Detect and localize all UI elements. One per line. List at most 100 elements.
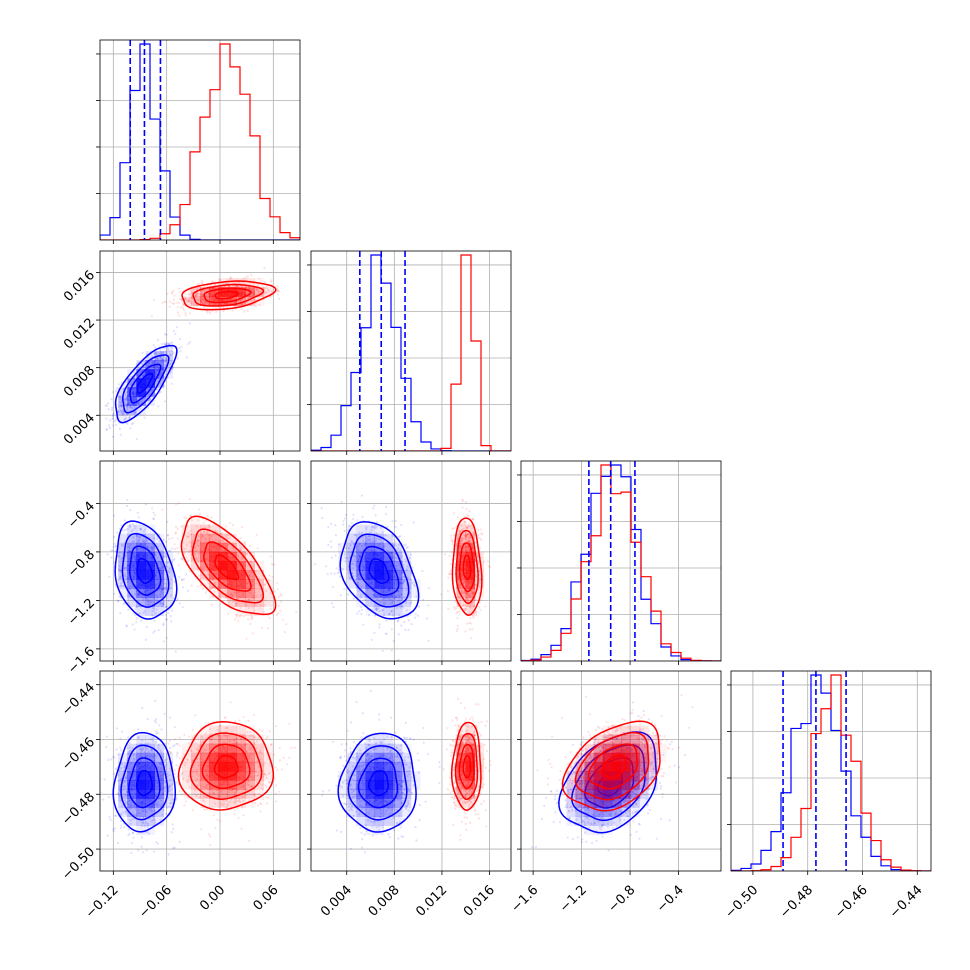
scatter-point	[246, 296, 249, 299]
scatter-point	[179, 306, 182, 309]
density-cell	[474, 570, 485, 580]
scatter-point	[230, 277, 233, 280]
scatter-point	[198, 508, 201, 511]
scatter-point	[152, 511, 155, 514]
scatter-point	[194, 546, 197, 549]
scatter-point	[466, 527, 469, 530]
scatter-point	[153, 809, 156, 812]
scatter-point	[171, 547, 174, 550]
density-cell	[347, 524, 357, 535]
scatter-point	[126, 747, 129, 750]
scatter-point	[164, 357, 167, 360]
scatter-point	[397, 658, 400, 661]
scatter-point	[465, 535, 468, 538]
scatter-point	[410, 578, 413, 581]
scatter-point	[109, 818, 112, 821]
scatter-point	[189, 300, 192, 303]
scatter-point	[365, 528, 368, 531]
scatter-point	[105, 427, 108, 431]
scatter-point	[155, 718, 158, 721]
scatter-point	[199, 295, 202, 298]
scatter-point	[269, 280, 273, 283]
scatter-point	[447, 607, 450, 611]
scatter-point	[382, 602, 385, 605]
scatter-point	[158, 540, 161, 543]
scatter-point	[132, 422, 135, 425]
scatter-point	[403, 558, 406, 561]
scatter-point	[355, 581, 359, 584]
density-cell	[154, 588, 165, 598]
scatter-point	[211, 280, 214, 283]
scatter-point	[359, 594, 362, 597]
density-cell	[209, 588, 219, 598]
scatter-point	[156, 357, 159, 360]
density-cell	[163, 341, 174, 352]
scatter-point	[240, 303, 243, 306]
scatter-point	[142, 598, 145, 602]
scatter-point	[197, 556, 200, 559]
scatter-point	[463, 521, 467, 524]
scatter-point	[120, 584, 123, 587]
scatter-point	[128, 524, 132, 527]
scatter-point	[352, 567, 355, 570]
scatter-point	[167, 599, 170, 602]
scatter-point	[145, 539, 148, 542]
scatter-point	[110, 556, 113, 559]
scatter-point	[169, 353, 172, 356]
scatter-point	[406, 576, 409, 579]
density-cell	[163, 588, 174, 598]
scatter-point	[170, 620, 173, 623]
scatter-point	[469, 595, 472, 598]
panel-2-0: −1.6−1.2−0.8−0.4	[65, 460, 301, 677]
scatter-point	[176, 751, 179, 754]
scatter-point	[149, 738, 152, 741]
scatter-point	[180, 525, 183, 528]
scatter-point	[157, 743, 161, 746]
scatter-point	[455, 607, 458, 610]
scatter-point	[214, 538, 217, 541]
density-cell	[245, 296, 255, 306]
scatter-point	[264, 291, 267, 294]
scatter-point	[122, 529, 125, 532]
scatter-point	[361, 531, 364, 534]
scatter-point	[165, 540, 168, 544]
scatter-point	[147, 600, 150, 603]
scatter-point	[478, 606, 481, 609]
density-cell	[245, 551, 255, 562]
scatter-point	[239, 299, 242, 302]
density-cell	[411, 588, 421, 598]
scatter-point	[118, 790, 121, 793]
scatter-point	[193, 304, 196, 307]
scatter-point	[475, 575, 478, 578]
scatter-point	[373, 524, 377, 528]
scatter-point	[116, 599, 119, 603]
scatter-point	[207, 298, 210, 301]
scatter-point	[394, 525, 397, 529]
scatter-point	[378, 623, 381, 626]
scatter-point	[240, 546, 243, 549]
scatter-point	[202, 565, 205, 568]
scatter-point	[152, 299, 156, 302]
scatter-point	[130, 851, 133, 855]
scatter-point	[154, 357, 157, 360]
scatter-point	[147, 600, 150, 603]
scatter-point	[166, 561, 169, 564]
scatter-point	[157, 545, 160, 548]
density-cell	[218, 278, 228, 288]
scatter-point	[171, 537, 174, 540]
scatter-point	[223, 285, 226, 288]
scatter-point	[201, 282, 204, 285]
density-cell	[383, 561, 394, 571]
scatter-point	[264, 287, 267, 290]
scatter-point	[124, 794, 127, 797]
scatter-point	[408, 591, 411, 595]
scatter-point	[207, 573, 210, 576]
scatter-point	[344, 547, 348, 550]
scatter-point	[124, 801, 127, 804]
scatter-point	[123, 418, 127, 421]
scatter-point	[148, 364, 151, 367]
scatter-point	[183, 551, 186, 554]
scatter-point	[117, 792, 120, 796]
scatter-point	[133, 411, 136, 414]
scatter-point	[456, 617, 459, 620]
